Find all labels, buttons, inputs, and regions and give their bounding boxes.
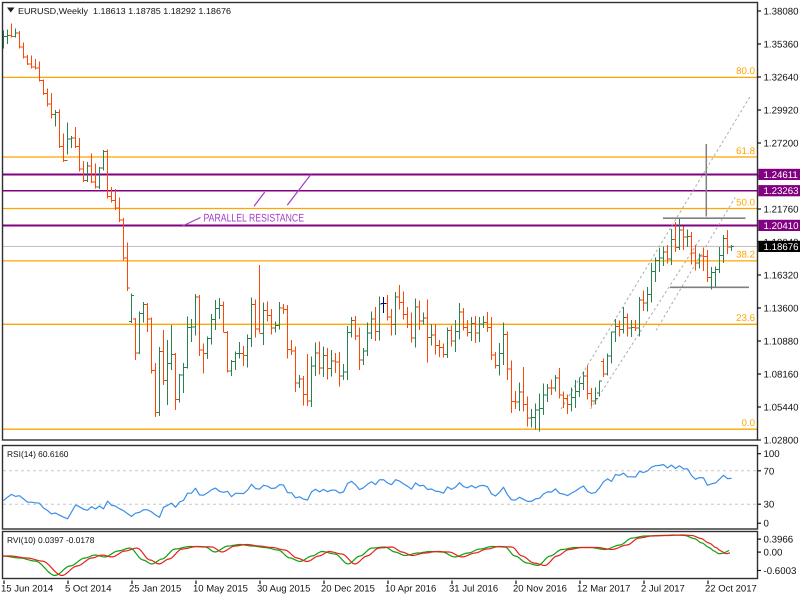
svg-text:38.2: 38.2 — [736, 250, 755, 261]
svg-text:30 Aug 2015: 30 Aug 2015 — [257, 584, 310, 595]
svg-text:1.08160: 1.08160 — [764, 370, 800, 381]
svg-text:0.00: 0.00 — [764, 548, 783, 559]
svg-text:1.13600: 1.13600 — [764, 304, 800, 315]
svg-text:1.21760: 1.21760 — [764, 205, 800, 216]
svg-text:1.05440: 1.05440 — [764, 403, 800, 414]
svg-text:10 Apr 2016: 10 Apr 2016 — [385, 584, 436, 595]
svg-text:0: 0 — [764, 519, 770, 530]
svg-text:1.02800: 1.02800 — [764, 436, 800, 447]
svg-text:20 Nov 2016: 20 Nov 2016 — [513, 584, 567, 595]
svg-text:-0.6003: -0.6003 — [764, 566, 797, 577]
svg-text:1.29920: 1.29920 — [764, 106, 800, 117]
svg-text:80.0: 80.0 — [736, 66, 755, 77]
svg-text:100: 100 — [764, 449, 781, 460]
svg-text:50.0: 50.0 — [736, 197, 755, 208]
svg-text:1.23263: 1.23263 — [764, 186, 799, 197]
svg-text:1.38080: 1.38080 — [764, 7, 800, 18]
svg-text:10 May 2015: 10 May 2015 — [193, 584, 248, 595]
svg-text:EURUSD,Weekly 1.18613 1.18785: EURUSD,Weekly 1.18613 1.18785 1.18292 1.… — [18, 6, 231, 16]
svg-text:1.24611: 1.24611 — [764, 170, 798, 181]
svg-text:RVI(10) 0.0397 -0.0178: RVI(10) 0.0397 -0.0178 — [7, 535, 95, 545]
svg-text:1.20410: 1.20410 — [764, 221, 800, 232]
svg-text:22 Oct 2017: 22 Oct 2017 — [705, 584, 757, 595]
svg-text:25 Jan 2015: 25 Jan 2015 — [129, 584, 181, 595]
svg-text:1.32640: 1.32640 — [764, 73, 800, 84]
svg-text:20 Dec 2015: 20 Dec 2015 — [321, 584, 375, 595]
svg-text:31 Jul 2016: 31 Jul 2016 — [449, 584, 498, 595]
svg-text:1.18676: 1.18676 — [764, 242, 799, 253]
svg-text:RSI(14) 60.6160: RSI(14) 60.6160 — [7, 449, 69, 459]
svg-text:1.16320: 1.16320 — [764, 271, 800, 282]
svg-text:12 Mar 2017: 12 Mar 2017 — [577, 584, 630, 595]
svg-text:0.3966: 0.3966 — [764, 535, 794, 546]
svg-text:70: 70 — [764, 466, 775, 477]
svg-text:PARALLEL RESISTANCE: PARALLEL RESISTANCE — [204, 213, 305, 225]
svg-text:30: 30 — [764, 500, 775, 511]
svg-text:0.0: 0.0 — [742, 418, 756, 429]
svg-text:1.35360: 1.35360 — [764, 40, 800, 51]
svg-text:23.6: 23.6 — [736, 313, 755, 324]
svg-text:1.10880: 1.10880 — [764, 337, 800, 348]
svg-text:15 Jun 2014: 15 Jun 2014 — [1, 584, 53, 595]
svg-text:5 Oct 2014: 5 Oct 2014 — [65, 584, 111, 595]
svg-text:1.27200: 1.27200 — [764, 139, 800, 150]
svg-text:2 Jul 2017: 2 Jul 2017 — [641, 584, 685, 595]
svg-text:61.8: 61.8 — [736, 146, 755, 157]
